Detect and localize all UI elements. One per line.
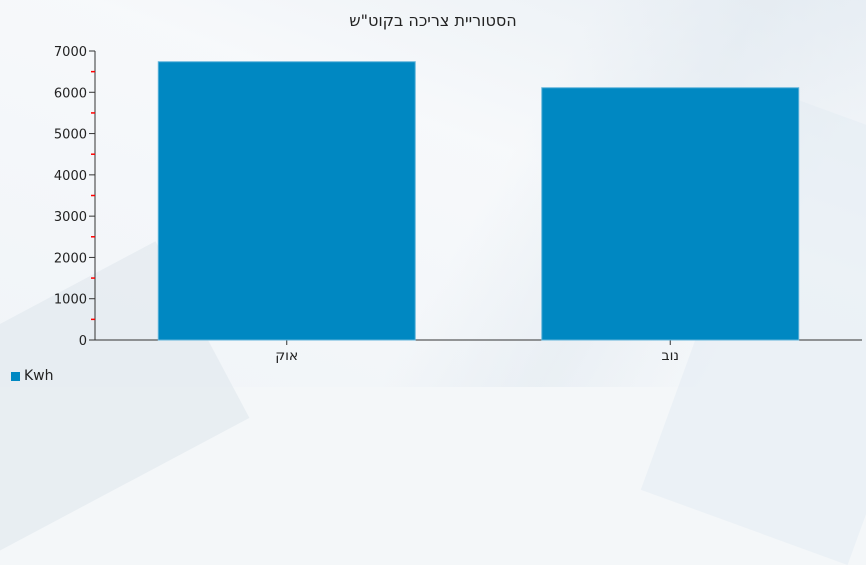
y-tick-label: 6000 [54,86,87,101]
y-tick-label: 5000 [54,128,87,143]
y-tick-label: 7000 [54,45,87,60]
bar[interactable] [541,87,800,341]
bar[interactable] [157,61,416,341]
labels: 0 1000 2000 3000 4000 5000 6000 7000 אוק נוב [54,45,679,364]
legend-label: Kwh [24,368,54,384]
bars [157,61,800,341]
chart-title: הסטוריית צריכה בקוט"ש [349,11,517,30]
y-tick-label: 2000 [54,251,87,266]
y-tick-label: 3000 [54,210,87,225]
x-tick-label: נוב [661,348,679,364]
legend-swatch [11,371,20,381]
legend[interactable]: Kwh [11,368,54,384]
y-tick-label: 1000 [54,293,87,308]
y-tick-label: 0 [79,334,87,349]
bar-chart: הסטוריית צריכה בקוט"ש 0 1000 2000 3000 4000 5… [54,11,862,364]
x-tick-label: אוק [275,348,298,364]
y-tick-label: 4000 [54,169,87,184]
